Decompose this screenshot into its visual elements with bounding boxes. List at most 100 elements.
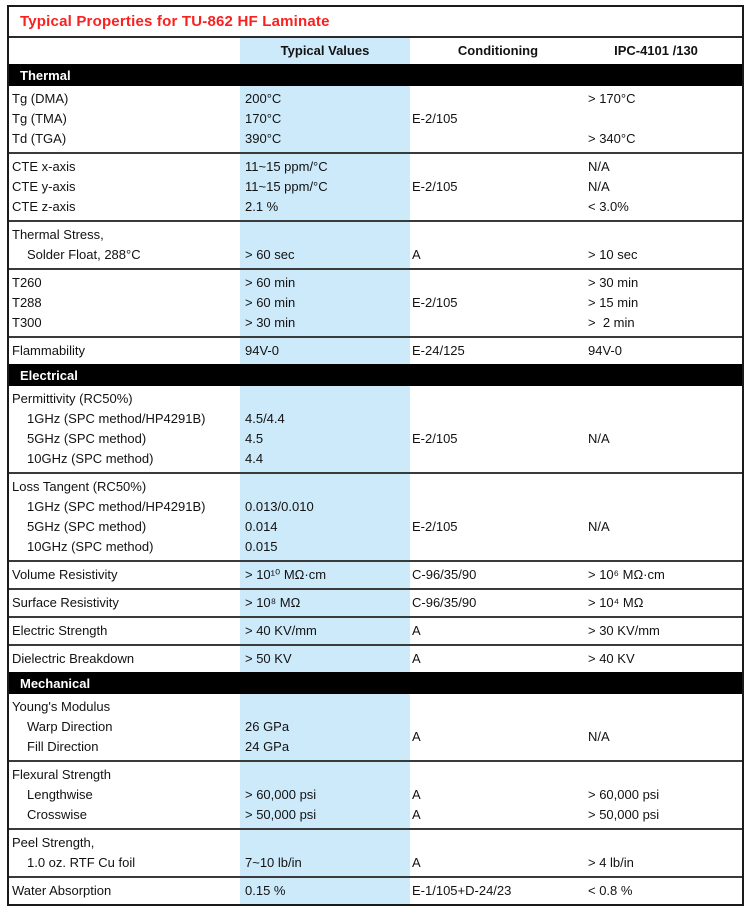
ipc-value: > 30 min — [588, 275, 639, 290]
conditioning-value — [412, 537, 586, 557]
ipc-column: > 30 KV/mm — [586, 618, 742, 644]
centered-cell: N/A — [588, 717, 742, 757]
typical-values-column: > 60,000 psi > 50,000 psi — [240, 762, 410, 828]
ipc-value — [588, 409, 742, 429]
property-group: T260 T288 T300 > 60 min > 60 min > 30 min E-2/… — [9, 268, 742, 336]
typical-value: 7~10 lb/in — [245, 855, 302, 870]
property-group: Electric Strength > 40 KV/mm A > 30 KV/mm — [9, 616, 742, 644]
ipc-value: > 15 min — [588, 295, 639, 310]
property-label: CTE z-axis — [12, 199, 76, 214]
typical-value: 4.5 — [245, 431, 264, 446]
conditioning-value — [412, 409, 586, 429]
ipc-value: > 10 sec — [588, 247, 638, 262]
section-header-mechanical: Mechanical — [9, 672, 742, 694]
ipc-value — [588, 765, 742, 785]
conditioning-value — [412, 389, 586, 409]
ipc-value — [588, 389, 742, 409]
typical-values-column: > 50 KV — [240, 646, 410, 672]
property-name-column: Dielectric Breakdown — [9, 646, 240, 672]
conditioning-value: E-2/105 — [412, 431, 458, 446]
ipc-column: N/A — [586, 386, 742, 472]
properties-table: Typical Properties for TU-862 HF Laminat… — [7, 5, 744, 906]
typical-value — [245, 225, 410, 245]
property-group: Young's Modulus Warp Direction Fill Direct… — [9, 694, 742, 760]
property-label: Tg (DMA) — [12, 91, 69, 106]
property-label: Volume Resistivity — [12, 567, 118, 582]
typical-values-column: > 60 sec — [240, 222, 410, 268]
typical-value: > 50,000 psi — [245, 807, 317, 822]
typical-values-column: 7~10 lb/in — [240, 830, 410, 876]
property-name-column: Water Absorption — [9, 878, 240, 904]
property-label: CTE x-axis — [12, 159, 76, 174]
conditioning-value — [412, 197, 586, 217]
property-label: 5GHz (SPC method) — [27, 431, 147, 446]
typical-values-column: > 10⁸ MΩ — [240, 590, 410, 616]
centered-cell: A — [412, 717, 586, 757]
ipc-column: > 10⁶ MΩ·cm — [586, 562, 742, 588]
conditioning-column: E-2/105 — [410, 154, 586, 220]
property-name-column: Young's Modulus Warp Direction Fill Direct… — [9, 694, 240, 760]
ipc-value: N/A — [588, 431, 610, 446]
typical-value: > 60,000 psi — [245, 787, 317, 802]
ipc-value: > 30 KV/mm — [588, 623, 660, 638]
conditioning-value: E-2/105 — [412, 179, 458, 194]
typical-value: 170°C — [245, 111, 282, 126]
property-label: CTE y-axis — [12, 179, 76, 194]
conditioning-value — [412, 449, 586, 469]
ipc-value — [588, 449, 742, 469]
property-label: Loss Tangent (RC50%) — [12, 479, 147, 494]
property-label: Crosswise — [27, 807, 87, 822]
typical-value: > 30 min — [245, 315, 296, 330]
property-group: CTE x-axis CTE y-axis CTE z-axis 11~15 ppm/… — [9, 152, 742, 220]
conditioning-value: A — [412, 787, 421, 802]
conditioning-value: C-96/35/90 — [412, 595, 477, 610]
title-row: Typical Properties for TU-862 HF Laminat… — [9, 7, 742, 38]
property-label: T260 — [12, 275, 42, 290]
conditioning-value — [412, 225, 586, 245]
column-header-property — [9, 38, 240, 64]
typical-values-column: 200°C 170°C 390°C — [240, 86, 410, 152]
conditioning-value — [412, 765, 586, 785]
conditioning-column: C-96/35/90 — [410, 590, 586, 616]
property-group: Peel Strength, 1.0 oz. RTF Cu foil 7~10 lb… — [9, 828, 742, 876]
typical-value: > 60 min — [245, 275, 296, 290]
conditioning-column: E-2/105 — [410, 270, 586, 336]
typical-values-column: 4.5/4.4 4.5 4.4 — [240, 386, 410, 472]
ipc-column: > 30 min > 15 min > 2 min — [586, 270, 742, 336]
typical-value — [245, 833, 410, 853]
property-label: T288 — [12, 295, 42, 310]
conditioning-column: A — [410, 222, 586, 268]
conditioning-value: A — [412, 807, 421, 822]
property-group: Tg (DMA) Tg (TMA) Td (TGA) 200°C 170°C 390°C E… — [9, 86, 742, 152]
conditioning-value: E-24/125 — [412, 343, 465, 358]
property-group: Thermal Stress, Solder Float, 288°C > 60 s… — [9, 220, 742, 268]
typical-value — [245, 765, 410, 785]
conditioning-value — [412, 833, 586, 853]
conditioning-value: E-2/105 — [412, 519, 458, 534]
property-label: 1.0 oz. RTF Cu foil — [27, 855, 136, 870]
typical-value — [245, 697, 410, 717]
conditioning-column: E-2/105 — [410, 86, 586, 152]
typical-values-column: 0.013/0.010 0.014 0.015 — [240, 474, 410, 560]
ipc-column: > 60,000 psi > 50,000 psi — [586, 762, 742, 828]
property-group: Permittivity (RC50%) 1GHz (SPC method/HP4… — [9, 386, 742, 472]
ipc-column: > 10 sec — [586, 222, 742, 268]
property-name-column: Flammability — [9, 338, 240, 364]
property-label: 10GHz (SPC method) — [27, 451, 154, 466]
spacer — [412, 697, 586, 717]
conditioning-value — [412, 273, 586, 293]
ipc-value: < 0.8 % — [588, 883, 633, 898]
ipc-column: 94V-0 — [586, 338, 742, 364]
property-label: 1GHz (SPC method/HP4291B) — [27, 411, 206, 426]
ipc-value: > 50,000 psi — [588, 807, 660, 822]
property-label: Peel Strength, — [12, 835, 95, 850]
column-header-ipc-4101: IPC-4101 /130 — [614, 43, 698, 58]
conditioning-column: A — [410, 830, 586, 876]
ipc-value — [588, 109, 742, 129]
typical-value: > 60 min — [245, 295, 296, 310]
typical-value: 0.014 — [245, 519, 278, 534]
typical-values-column: 0.15 % — [240, 878, 410, 904]
ipc-value: < 3.0% — [588, 199, 629, 214]
conditioning-column: E-2/105 — [410, 474, 586, 560]
conditioning-value: A — [412, 729, 421, 744]
